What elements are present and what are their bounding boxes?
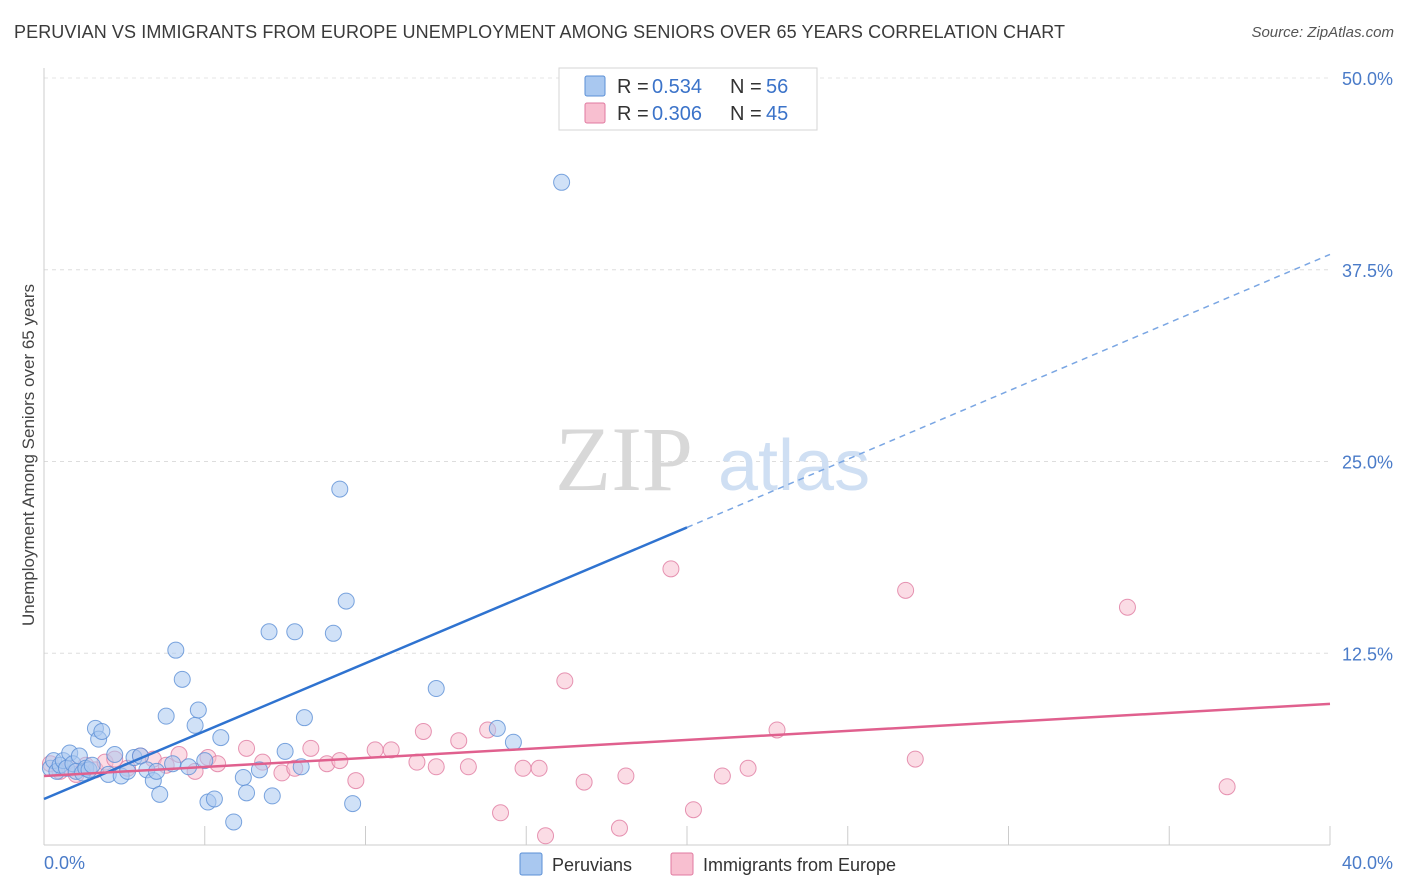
point-immigrants-38	[610, 819, 628, 837]
point-peruvians-30	[173, 670, 191, 688]
point-peruvians-38	[225, 813, 243, 831]
trend-line-peruvians	[43, 526, 688, 801]
series-peruvians-points	[41, 173, 571, 831]
watermark: ZIP atlas	[555, 408, 870, 510]
point-immigrants-16	[238, 739, 256, 757]
point-immigrants-26	[414, 722, 432, 740]
legend-r-label-immigrants: R =	[617, 103, 649, 125]
point-peruvians-36	[205, 790, 223, 808]
point-immigrants-23	[347, 772, 365, 790]
y-tick-label-0: 12.5%	[1342, 644, 1393, 664]
point-immigrants-43	[739, 759, 757, 777]
point-peruvians-18	[106, 745, 124, 763]
point-peruvians-39	[234, 769, 252, 787]
point-peruvians-34	[196, 752, 214, 770]
point-peruvians-26	[151, 785, 169, 803]
legend-n-value-peruvians: 56	[766, 76, 788, 98]
point-peruvians-16	[93, 722, 111, 740]
point-peruvians-51	[344, 795, 362, 813]
point-immigrants-30	[459, 758, 477, 776]
point-peruvians-52	[427, 680, 445, 698]
point-peruvians-48	[324, 624, 342, 642]
point-peruvians-29	[167, 641, 185, 659]
point-immigrants-35	[537, 827, 555, 845]
point-immigrants-33	[514, 759, 532, 777]
y-tick-label-1: 25.0%	[1342, 453, 1393, 473]
point-immigrants-36	[556, 672, 574, 690]
tick-labels: 12.5% 25.0% 37.5% 50.0% 0.0% 40.0%	[44, 69, 1393, 873]
chart-title: PERUVIAN VS IMMIGRANTS FROM EUROPE UNEMP…	[14, 22, 1066, 42]
bottom-legend-immigrants: Immigrants from Europe	[703, 855, 896, 875]
point-immigrants-34	[530, 759, 548, 777]
y-tick-label-3: 50.0%	[1342, 69, 1393, 89]
legend-r-label-peruvians: R =	[617, 76, 649, 98]
trend-lines	[43, 253, 1331, 801]
bottom-legend-peruvians: Peruvians	[552, 855, 632, 875]
point-immigrants-29	[450, 732, 468, 750]
axes	[43, 68, 1331, 846]
legend-swatch-peruvians	[584, 75, 606, 97]
point-peruvians-53	[488, 719, 506, 737]
x-tick-label-0: 0.0%	[44, 853, 85, 873]
correlation-legend: R = 0.534 N = 56 R = 0.306 N = 45	[558, 67, 818, 131]
point-peruvians-44	[276, 742, 294, 760]
point-immigrants-39	[617, 767, 635, 785]
point-immigrants-20	[302, 739, 320, 757]
point-immigrants-46	[906, 750, 924, 768]
point-peruvians-47	[295, 709, 313, 727]
series-legend: Peruvians Immigrants from Europe	[519, 852, 896, 876]
gridlines	[44, 77, 1330, 654]
legend-swatch-immigrants	[584, 102, 606, 124]
point-peruvians-13	[83, 756, 101, 774]
point-peruvians-25	[148, 762, 166, 780]
point-peruvians-37	[212, 729, 230, 747]
point-immigrants-28	[427, 758, 445, 776]
point-immigrants-47	[1118, 598, 1136, 616]
point-peruvians-45	[286, 623, 304, 641]
x-tick-label-1: 40.0%	[1342, 853, 1393, 873]
point-peruvians-49	[331, 480, 349, 498]
point-peruvians-40	[238, 784, 256, 802]
legend-n-label-immigrants: N =	[730, 103, 762, 125]
point-immigrants-45	[897, 581, 915, 599]
bottom-legend-swatch-peruvians	[519, 852, 543, 876]
legend-n-value-immigrants: 45	[766, 103, 788, 125]
bottom-legend-swatch-immigrants	[670, 852, 694, 876]
y-axis-label: Unemployment Among Seniors over 65 years	[19, 284, 38, 626]
point-immigrants-37	[575, 773, 593, 791]
trend-line-peruvians-extension	[686, 253, 1331, 529]
source-credit: Source: ZipAtlas.com	[1251, 24, 1394, 41]
point-immigrants-24	[366, 741, 384, 759]
watermark-zip: ZIP	[555, 408, 693, 510]
point-peruvians-33	[189, 701, 207, 719]
trend-line-immigrants	[43, 702, 1331, 778]
point-immigrants-40	[662, 560, 680, 578]
point-peruvians-32	[186, 716, 204, 734]
point-peruvians-50	[337, 592, 355, 610]
point-peruvians-41	[250, 761, 268, 779]
point-peruvians-55	[553, 173, 571, 191]
point-peruvians-27	[157, 707, 175, 725]
point-peruvians-43	[263, 787, 281, 805]
legend-r-value-peruvians: 0.534	[652, 76, 702, 98]
point-immigrants-42	[713, 767, 731, 785]
watermark-atlas: atlas	[718, 426, 870, 506]
y-tick-label-2: 37.5%	[1342, 261, 1393, 281]
legend-r-value-immigrants: 0.306	[652, 103, 702, 125]
point-immigrants-48	[1218, 778, 1236, 796]
point-immigrants-32	[492, 804, 510, 822]
point-peruvians-42	[260, 623, 278, 641]
legend-n-label-peruvians: N =	[730, 76, 762, 98]
point-immigrants-41	[684, 801, 702, 819]
point-immigrants-25	[382, 741, 400, 759]
point-peruvians-54	[504, 733, 522, 751]
